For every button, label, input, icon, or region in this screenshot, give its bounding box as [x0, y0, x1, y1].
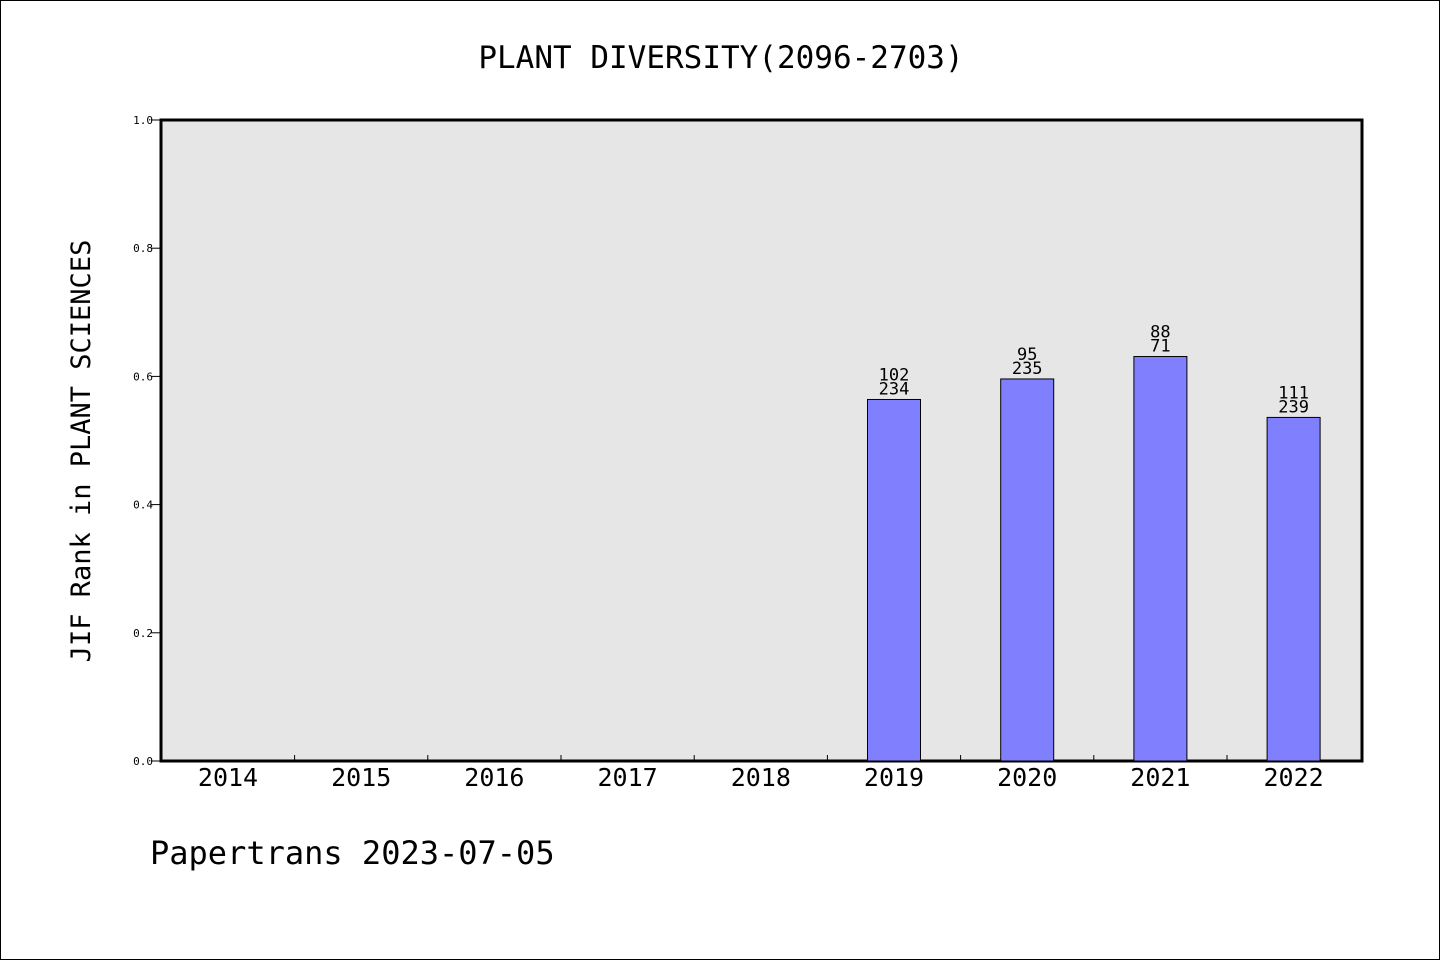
- x-tick-label: 2020: [997, 763, 1057, 792]
- bar-label-top: 111: [1278, 383, 1309, 403]
- bar-label-bottom: 71: [1150, 337, 1170, 357]
- y-tick-label: 1.0: [133, 114, 153, 127]
- bar-label-top: 102: [879, 365, 910, 385]
- x-tick-label: 2015: [331, 763, 391, 792]
- y-tick-label: 0.0: [133, 755, 153, 768]
- x-axis: 2014 2015 2016 2017 2018 2019 2020 2021 2022: [198, 755, 1324, 792]
- x-tick-label: 2022: [1263, 763, 1323, 792]
- x-tick-label: 2019: [864, 763, 924, 792]
- x-tick-label: 2021: [1130, 763, 1190, 792]
- bar-series: [867, 356, 1321, 762]
- bar-label-bottom: 239: [1278, 397, 1309, 417]
- x-tick-label: 2016: [464, 763, 524, 792]
- bar-2022: [1266, 416, 1321, 762]
- y-tick-label: 0.4: [133, 499, 153, 512]
- y-tick-label: 0.2: [133, 627, 153, 640]
- bar-label-bottom: 234: [879, 379, 910, 399]
- bar-2021: [1133, 356, 1188, 762]
- bar-label-top: 95: [1017, 345, 1037, 365]
- x-tick-label: 2018: [731, 763, 791, 792]
- x-tick-label: 2017: [597, 763, 657, 792]
- bar-label-bottom: 235: [1012, 359, 1043, 379]
- y-tick-label: 0.8: [133, 242, 153, 255]
- bar-2019: [867, 398, 921, 762]
- chart-title: PLANT DIVERSITY(2096-2703): [478, 40, 963, 76]
- y-axis: 0.0 0.2 0.4 0.6 0.8 1.0: [133, 114, 161, 768]
- bar-label-top: 88: [1150, 323, 1170, 343]
- bar-2020: [1000, 378, 1055, 762]
- y-axis-label: JIF Rank in PLANT SCIENCES: [66, 240, 97, 663]
- footer-credit: Papertrans 2023-07-05: [150, 834, 555, 872]
- x-tick-label: 2014: [198, 763, 258, 792]
- y-tick-label: 0.6: [133, 370, 153, 383]
